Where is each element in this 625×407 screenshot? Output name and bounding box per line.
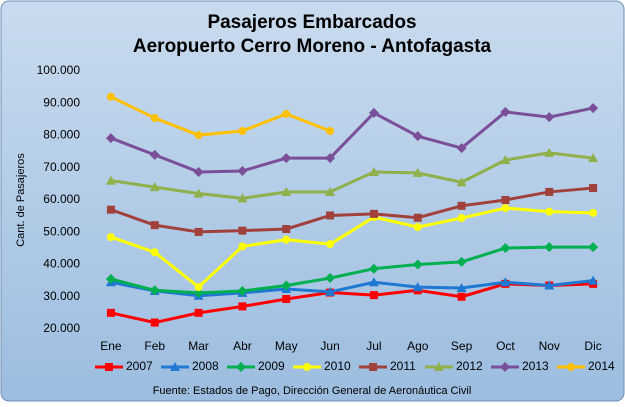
data-point: [195, 309, 203, 317]
data-point: [458, 202, 466, 210]
data-point: [107, 206, 115, 214]
data-point: [238, 242, 246, 250]
data-point: [458, 214, 466, 222]
data-point: [545, 188, 553, 196]
x-tick-label: Nov: [539, 339, 560, 353]
data-point: [151, 221, 159, 229]
y-tick-label: 20.000: [43, 321, 80, 335]
legend-label: 2014: [588, 359, 615, 373]
legend-marker: [567, 363, 575, 371]
legend-label: 2011: [390, 359, 416, 373]
x-tick-label: Mar: [188, 339, 209, 353]
y-axis-title: Cant. de Pasajeros: [15, 153, 27, 247]
y-tick-label: 50.000: [43, 224, 80, 238]
x-tick-label: Abr: [233, 339, 252, 353]
page: {"chart_data": {"type": "line", "title":…: [0, 0, 625, 407]
data-point: [151, 319, 159, 327]
x-tick-label: Feb: [144, 339, 165, 353]
x-tick-label: Ago: [407, 339, 429, 353]
chart-subtitle: Aeropuerto Cerro Moreno - Antofagasta: [133, 36, 492, 57]
data-point: [151, 248, 159, 256]
data-point: [282, 295, 290, 303]
x-tick-label: Jun: [320, 339, 339, 353]
chart-title: Pasajeros Embarcados: [207, 12, 416, 33]
data-point: [282, 110, 290, 118]
chart: Pasajeros Embarcados Aeropuerto Cerro Mo…: [0, 0, 625, 402]
x-tick-label: Dic: [584, 339, 601, 353]
data-point: [238, 127, 246, 135]
chart-background: [1, 1, 624, 401]
data-point: [370, 291, 378, 299]
y-tick-label: 40.000: [43, 257, 80, 271]
data-point: [414, 214, 422, 222]
data-point: [326, 211, 334, 219]
y-tick-label: 70.000: [43, 160, 80, 174]
data-point: [370, 210, 378, 218]
legend-label: 2007: [126, 359, 153, 373]
footnote: Fuente: Estados de Pago, Dirección Gener…: [153, 385, 472, 397]
legend-label: 2010: [324, 359, 351, 373]
data-point: [414, 223, 422, 231]
x-tick-label: Oct: [496, 339, 515, 353]
legend-label: 2012: [456, 359, 483, 373]
data-point: [589, 209, 597, 217]
y-tick-label: 100.000: [37, 63, 81, 77]
data-point: [501, 196, 509, 204]
y-tick-label: 80.000: [43, 128, 80, 142]
data-point: [282, 225, 290, 233]
data-point: [238, 302, 246, 310]
data-point: [107, 309, 115, 317]
data-point: [326, 127, 334, 135]
legend-marker: [105, 363, 113, 371]
y-tick-label: 30.000: [43, 289, 80, 303]
data-point: [282, 236, 290, 244]
legend-label: 2013: [522, 359, 549, 373]
data-point: [589, 184, 597, 192]
y-tick-label: 60.000: [43, 192, 80, 206]
data-point: [458, 293, 466, 301]
x-tick-label: Sep: [451, 339, 473, 353]
legend-marker: [303, 363, 311, 371]
data-point: [107, 93, 115, 101]
x-tick-label: Jul: [366, 339, 381, 353]
legend-label: 2009: [258, 359, 285, 373]
data-point: [326, 240, 334, 248]
y-tick-label: 90.000: [43, 95, 80, 109]
data-point: [238, 227, 246, 235]
data-point: [195, 228, 203, 236]
data-point: [545, 208, 553, 216]
x-tick-label: May: [275, 339, 298, 353]
data-point: [195, 283, 203, 291]
data-point: [195, 131, 203, 139]
x-tick-label: Ene: [100, 339, 122, 353]
legend-label: 2008: [192, 359, 219, 373]
legend-marker: [369, 363, 377, 371]
data-point: [501, 204, 509, 212]
data-point: [107, 233, 115, 241]
data-point: [151, 114, 159, 122]
